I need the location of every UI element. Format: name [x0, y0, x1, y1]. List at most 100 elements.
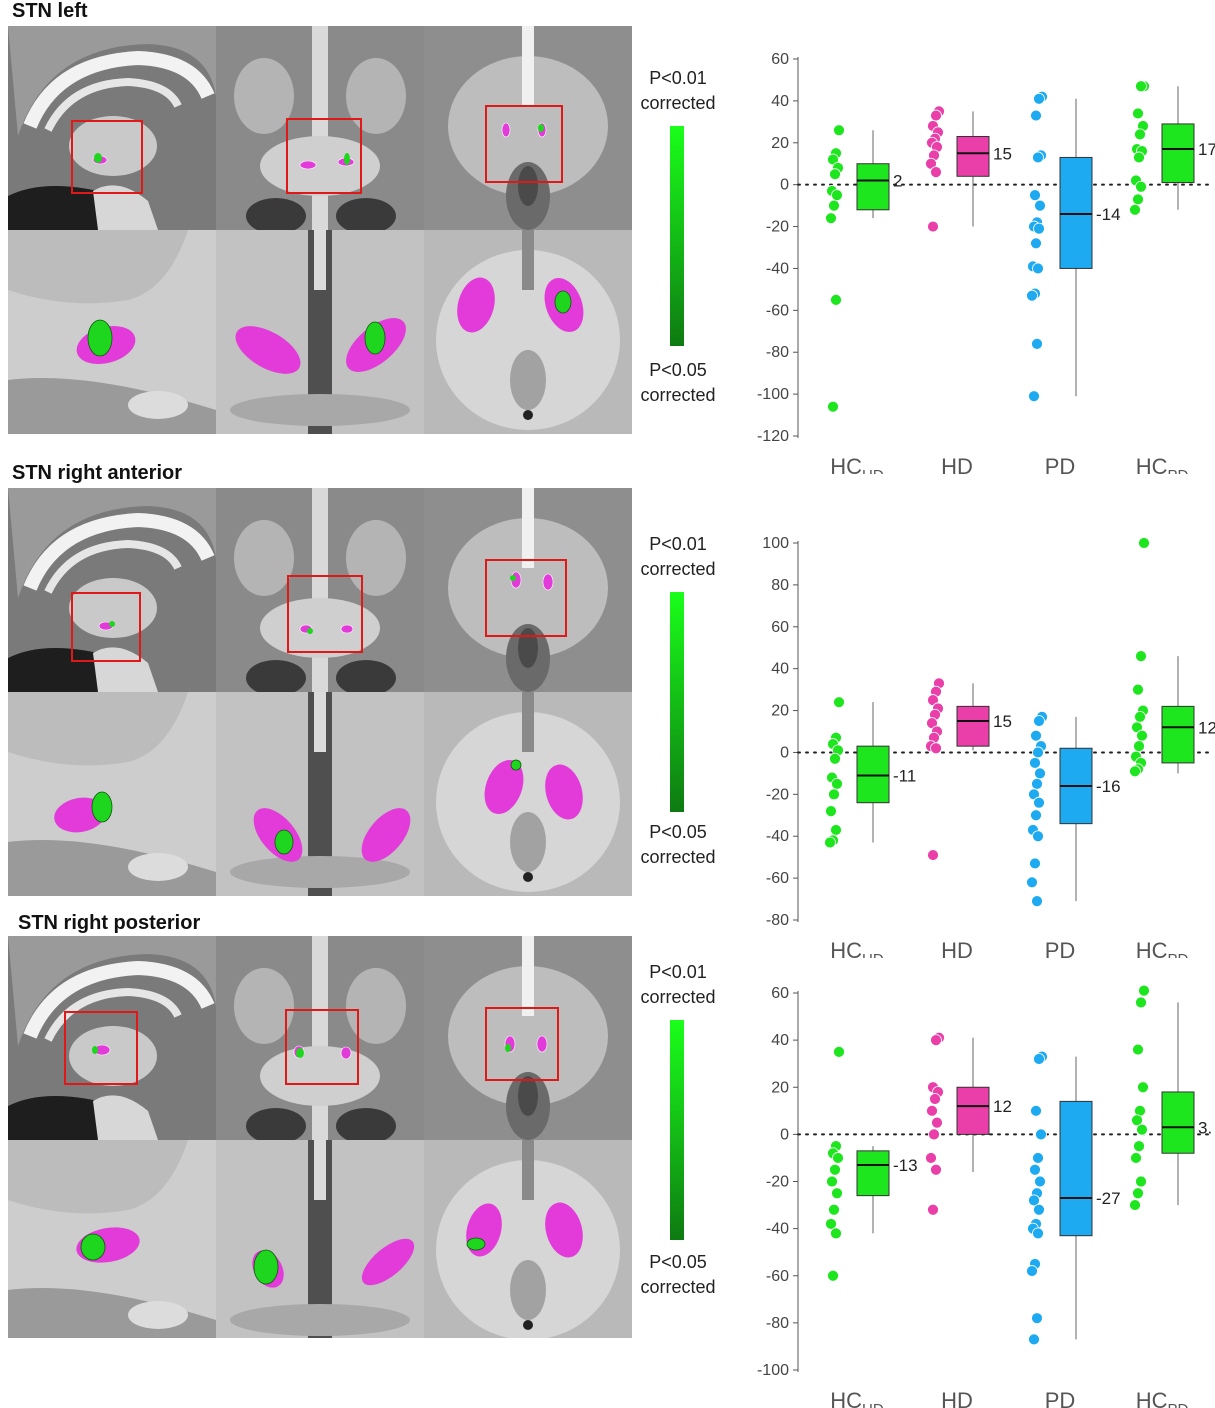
data-point: [926, 1152, 937, 1163]
group-label: HCPD: [1136, 1388, 1189, 1408]
iqr-box: [1162, 1092, 1194, 1153]
data-point: [1130, 766, 1141, 777]
data-point: [830, 1164, 841, 1175]
data-point: [829, 1204, 840, 1215]
data-point: [931, 743, 942, 754]
data-point: [1036, 1129, 1047, 1140]
zoom-slice-1: [216, 1140, 424, 1338]
box-series-hc-hd: 2: [826, 125, 903, 412]
iqr-box: [1162, 706, 1194, 763]
panel-stn-right-posterior: STN right posterior P<0.01 corrected P<0…: [0, 912, 1215, 1357]
y-tick-label: -20: [766, 786, 789, 803]
median-label: 3.: [1198, 1118, 1212, 1137]
brain-slices: [8, 936, 632, 1338]
data-point: [1130, 204, 1141, 215]
zoom-slice-2: [424, 1140, 632, 1338]
iqr-box: [1060, 157, 1092, 268]
data-point: [1031, 110, 1042, 121]
overview-slice-2: [424, 488, 632, 692]
data-point: [1030, 858, 1041, 869]
data-point: [929, 1129, 940, 1140]
data-point: [1033, 263, 1044, 274]
overview-slice-0: [8, 26, 216, 230]
data-point: [1031, 238, 1042, 249]
box-plot: 100806040200-20-40-60-80-1115-1612HCHDHD…: [740, 498, 1215, 958]
data-point: [1130, 1200, 1141, 1211]
overview-slice-0: [8, 936, 216, 1140]
data-point: [1134, 741, 1145, 752]
median-label: 17: [1198, 140, 1215, 159]
significance-colorbar: P<0.01 corrected P<0.05 corrected: [628, 502, 728, 862]
data-point: [834, 1046, 845, 1057]
median-label: 12: [993, 1097, 1012, 1116]
box-series-pd: -27: [1027, 1051, 1121, 1345]
data-point: [1137, 1124, 1148, 1135]
data-point: [1133, 194, 1144, 205]
y-tick-label: -60: [766, 1268, 789, 1285]
colorbar-top-line2: corrected: [628, 985, 728, 1010]
y-tick-label: 0: [780, 744, 789, 761]
data-point: [1135, 129, 1146, 140]
box-series-hc-hd: -11: [825, 697, 917, 848]
zoom-slice-0: [8, 230, 216, 434]
median-label: -27: [1096, 1189, 1121, 1208]
median-label: 12: [1198, 718, 1215, 737]
median-label: -16: [1096, 777, 1121, 796]
data-point: [1134, 152, 1145, 163]
colorbar-top-line2: corrected: [628, 91, 728, 116]
overview-slice-2: [424, 936, 632, 1140]
panel-title: STN left: [12, 0, 88, 23]
data-point: [927, 1105, 938, 1116]
data-point: [1139, 538, 1150, 549]
y-tick-label: -20: [766, 1174, 789, 1191]
colorbar-top-line1: P<0.01: [628, 532, 728, 557]
group-label: PD: [1045, 1388, 1076, 1408]
box-series-hc-pd: 3.: [1130, 985, 1213, 1210]
data-point: [931, 1164, 942, 1175]
box-series-hc-pd: 17: [1130, 81, 1215, 216]
data-point: [1131, 1152, 1142, 1163]
box-series-hc-pd: 12: [1130, 538, 1215, 777]
data-point: [1030, 190, 1041, 201]
data-point: [1032, 338, 1043, 349]
data-point: [928, 1204, 939, 1215]
brain-slices: [8, 488, 632, 896]
iqr-box: [857, 1151, 889, 1196]
box-series-hd: 15: [926, 678, 1012, 861]
data-point: [1136, 1176, 1147, 1187]
data-point: [1033, 152, 1044, 163]
zoom-slice-0: [8, 692, 216, 896]
data-point: [1138, 1082, 1149, 1093]
colorbar-bottom-line2: corrected: [628, 845, 728, 870]
data-point: [1133, 108, 1144, 119]
overview-slice-2: [424, 26, 632, 230]
y-tick-label: -80: [766, 344, 789, 361]
y-tick-label: -60: [766, 302, 789, 319]
y-tick-label: 60: [771, 619, 789, 636]
data-point: [1027, 290, 1038, 301]
data-point: [1032, 778, 1043, 789]
data-point: [1034, 797, 1045, 808]
panel-title: STN right anterior: [12, 462, 182, 485]
data-point: [1133, 1044, 1144, 1055]
iqr-box: [1060, 1101, 1092, 1235]
data-point: [1027, 877, 1038, 888]
y-tick-label: -100: [757, 386, 789, 403]
colorbar-bottom-line1: P<0.05: [628, 1250, 728, 1275]
y-tick-label: -20: [766, 219, 789, 236]
y-tick-label: -100: [757, 1362, 789, 1379]
data-point: [1034, 716, 1045, 727]
y-tick-label: -80: [766, 1315, 789, 1332]
data-point: [825, 837, 836, 848]
data-point: [1035, 1176, 1046, 1187]
data-point: [834, 125, 845, 136]
data-point: [1031, 1105, 1042, 1116]
data-point: [930, 1094, 941, 1105]
box-plot-svg: 6040200-20-40-60-80-100-120215-1417HCHDH…: [740, 14, 1215, 474]
data-point: [826, 213, 837, 224]
box-series-hd: 15: [926, 106, 1012, 232]
median-label: -14: [1096, 205, 1121, 224]
box-series-hd: 12: [926, 1032, 1012, 1215]
data-point: [1033, 831, 1044, 842]
y-tick-label: 20: [771, 703, 789, 720]
